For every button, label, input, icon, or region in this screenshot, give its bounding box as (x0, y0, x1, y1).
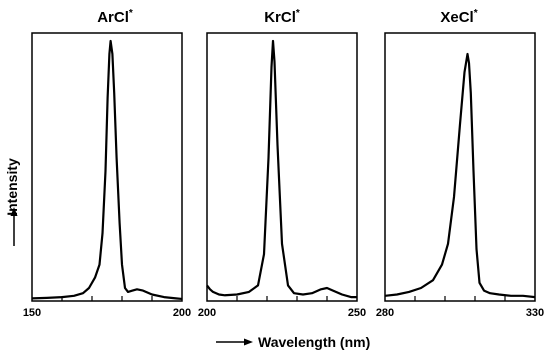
x-tick-label-xecl-max: 330 (526, 307, 544, 319)
x-tick-label-xecl-min: 280 (376, 307, 394, 319)
y-axis-arrow-icon (10, 207, 18, 246)
spectrum-curve-krcl (206, 39, 357, 299)
plot-frame-arcl (31, 32, 183, 302)
panel-title-krcl: KrCl* (264, 8, 300, 26)
y-axis-label-group: Intensity (4, 158, 20, 246)
plot-frame-xecl (384, 32, 536, 302)
x-axis-label: Wavelength (nm) (258, 334, 370, 350)
x-tick-label-krcl-max: 250 (348, 307, 366, 319)
x-tick-label-arcl-max: 200 (173, 307, 191, 319)
plot-frame-krcl (206, 32, 358, 302)
panel-xecl: XeCl* 280 330 (376, 8, 544, 319)
tick-marks-krcl (236, 296, 328, 301)
x-tick-label-arcl-min: 150 (23, 307, 41, 319)
x-tick-label-krcl-min: 200 (198, 307, 216, 319)
panel-krcl: KrCl* 200 250 (198, 8, 366, 319)
panel-title-xecl: XeCl* (440, 8, 477, 26)
y-axis-label: Intensity (4, 158, 20, 216)
x-axis-arrow-icon (216, 338, 253, 346)
panel-arcl: ArCl* 150 200 (23, 8, 191, 319)
spectrum-curve-arcl (31, 39, 183, 301)
panel-title-arcl: ArCl* (97, 8, 133, 26)
tick-marks-xecl (414, 296, 506, 301)
x-axis-label-group: Wavelength (nm) (216, 334, 370, 350)
spectrum-curve-xecl (384, 52, 536, 299)
